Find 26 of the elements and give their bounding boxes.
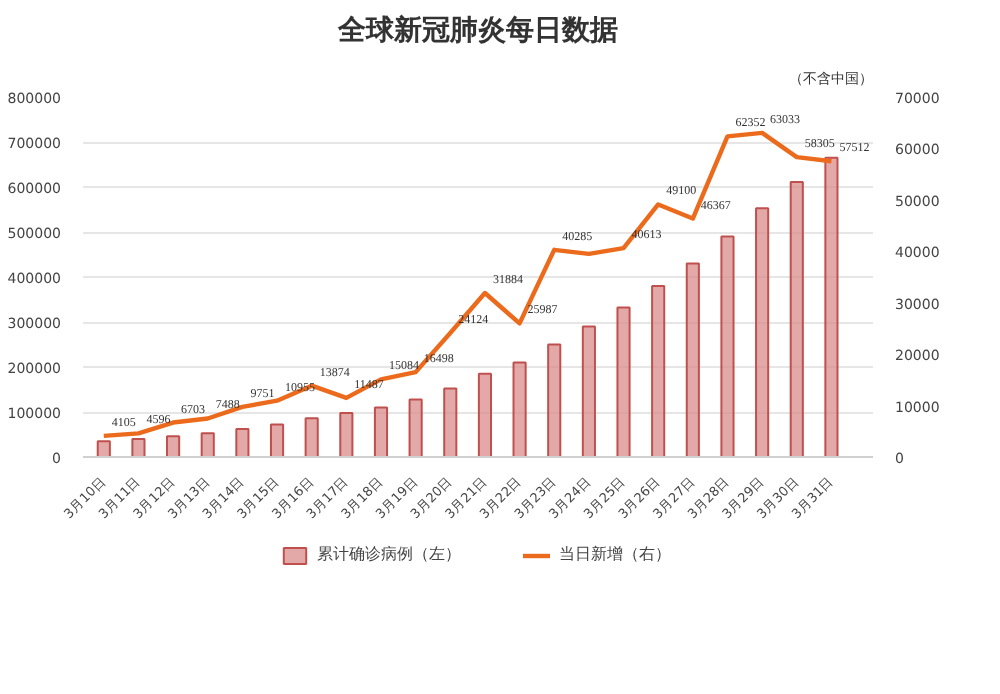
bar [477,372,492,457]
bar [720,235,735,457]
bar [547,343,562,457]
bar [685,262,700,457]
bar [512,361,527,457]
bar [96,440,111,457]
chart-title: 全球新冠肺炎每日数据 [336,13,618,47]
bar [304,417,319,457]
bar [443,387,458,457]
bar [166,435,181,457]
bar [200,432,215,457]
bar [789,181,804,457]
bar [339,411,354,457]
bar [373,406,389,457]
bar [581,325,596,457]
legend-label: 累计确诊病例（左） [317,543,461,565]
bar [131,438,146,457]
bar [235,428,250,457]
bar [651,285,666,457]
line-series [101,130,834,439]
bar [408,398,423,457]
bar [616,306,631,457]
bar [269,423,285,457]
bar [824,156,839,457]
legend-label: 当日新增（右） [559,543,671,565]
bar [755,207,770,457]
